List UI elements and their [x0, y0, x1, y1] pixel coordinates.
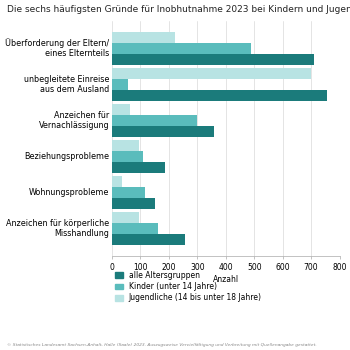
Bar — [112, 115, 197, 126]
Bar — [112, 187, 145, 198]
Bar — [112, 126, 214, 137]
Bar — [112, 234, 184, 245]
Bar — [112, 90, 327, 101]
Bar — [112, 32, 175, 43]
Bar — [112, 104, 131, 115]
Legend: alle Altersgruppen, Kinder (unter 14 Jahre), Jugendliche (14 bis unter 18 Jahre): alle Altersgruppen, Kinder (unter 14 Jah… — [112, 268, 265, 306]
Text: Die sechs häufigsten Gründe für Inobhutnahme 2023 bei Kindern und Jugendlichen: Die sechs häufigsten Gründe für Inobhutn… — [7, 5, 350, 14]
X-axis label: Anzahl: Anzahl — [213, 275, 239, 284]
Text: © Statistisches Landesamt Sachsen-Anhalt, Halle (Saale) 2023. Auszugsweise Vervi: © Statistisches Landesamt Sachsen-Anhalt… — [7, 343, 317, 347]
Bar — [112, 151, 143, 162]
Bar — [112, 79, 128, 90]
Bar — [112, 140, 139, 151]
Bar — [112, 68, 311, 79]
Bar — [112, 43, 251, 54]
Bar — [112, 198, 155, 209]
Bar — [112, 212, 139, 223]
Bar — [112, 223, 158, 234]
Bar — [112, 176, 122, 187]
Bar — [112, 162, 164, 173]
Bar — [112, 54, 314, 65]
